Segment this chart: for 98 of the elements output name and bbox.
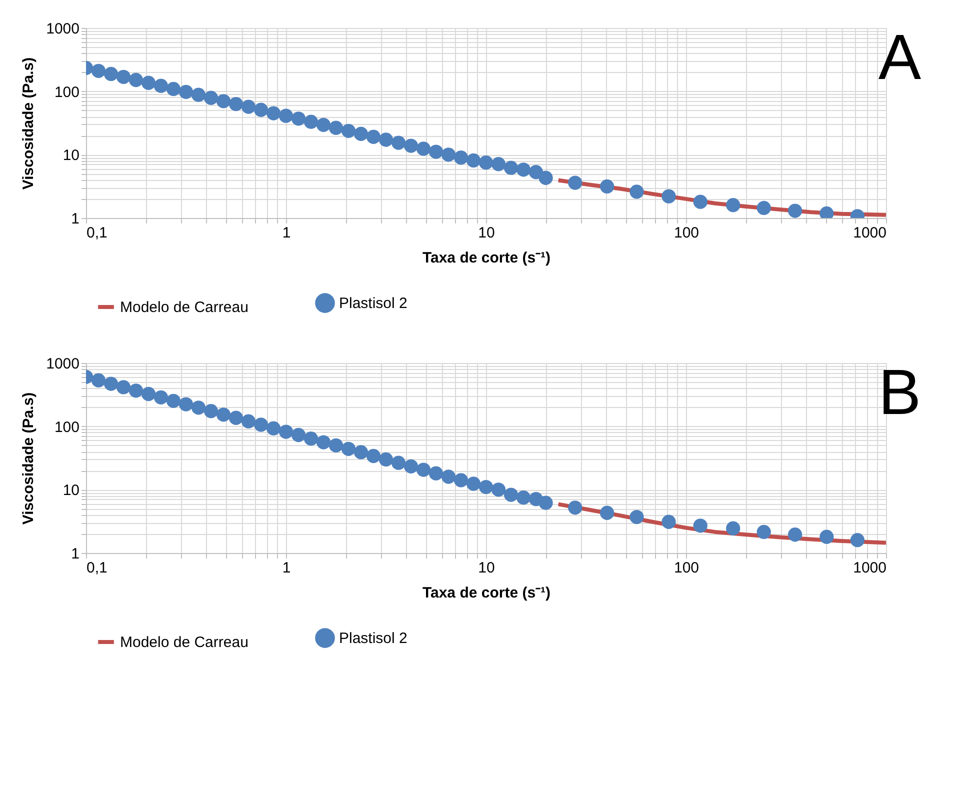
point xyxy=(116,380,131,394)
point xyxy=(441,470,456,484)
x-tick-label: 1000 xyxy=(853,224,886,242)
point xyxy=(404,459,418,474)
point xyxy=(241,100,256,114)
point xyxy=(154,78,168,93)
point xyxy=(466,476,481,491)
point xyxy=(254,102,268,117)
legend-label: Plastisol 2 xyxy=(339,630,408,648)
point xyxy=(266,106,281,120)
point xyxy=(404,138,418,153)
annotation: B xyxy=(878,356,921,428)
annotation: A xyxy=(878,21,922,93)
point xyxy=(128,384,144,398)
point xyxy=(291,112,306,126)
y-tick-label: 100 xyxy=(54,84,80,101)
point xyxy=(454,473,468,488)
point xyxy=(466,153,481,168)
point xyxy=(516,490,531,505)
point xyxy=(391,456,406,470)
x-tick-label: 10 xyxy=(478,560,495,576)
point xyxy=(166,394,181,408)
point xyxy=(116,70,131,84)
point xyxy=(304,114,318,129)
point xyxy=(366,130,381,144)
point xyxy=(104,66,118,82)
x-axis-title: Taxa de corte (s⁻¹) xyxy=(422,584,551,602)
legend-label: Modelo de Carreau xyxy=(120,634,248,651)
x-tick-label: 1 xyxy=(282,224,291,242)
point xyxy=(241,414,256,428)
point xyxy=(216,408,231,422)
point xyxy=(328,438,344,452)
point xyxy=(154,390,168,404)
point xyxy=(516,162,531,177)
point xyxy=(254,418,268,432)
point xyxy=(454,150,468,165)
x-tick-label: 100 xyxy=(674,560,700,576)
point xyxy=(341,124,356,138)
point xyxy=(491,482,506,497)
point xyxy=(141,386,156,402)
point xyxy=(391,136,406,150)
point xyxy=(378,452,394,467)
point xyxy=(504,488,518,502)
point xyxy=(166,82,181,96)
y-axis-title: Viscosidade (Pa.s) xyxy=(20,57,38,190)
point xyxy=(291,428,306,442)
x-tick-label: 100 xyxy=(674,224,700,242)
x-axis-title: Taxa de corte (s⁻¹) xyxy=(422,250,551,266)
point xyxy=(304,432,318,446)
x-tick-label: 10 xyxy=(478,224,495,242)
y-tick-label: 100 xyxy=(54,418,80,436)
y-axis-title: Viscosidade (Pa.s) xyxy=(20,392,38,525)
y-tick-label: 10 xyxy=(62,147,80,164)
point xyxy=(504,160,518,175)
point xyxy=(354,126,368,141)
y-tick-label: 1000 xyxy=(46,356,80,372)
point xyxy=(128,72,144,88)
point xyxy=(366,448,381,464)
point xyxy=(178,84,194,99)
y-tick-label: 1 xyxy=(71,210,80,228)
point xyxy=(178,397,194,412)
point xyxy=(416,142,431,156)
x-tick-label: 1000 xyxy=(853,560,886,576)
point xyxy=(478,156,494,170)
point xyxy=(216,94,231,108)
point xyxy=(228,410,244,425)
point xyxy=(104,376,118,391)
point xyxy=(378,132,394,147)
point xyxy=(441,148,456,162)
point xyxy=(278,108,294,123)
x-tick-label: 1 xyxy=(282,560,291,576)
legend-label: Plastisol 2 xyxy=(339,295,408,312)
point xyxy=(354,445,368,460)
y-tick-label: 1 xyxy=(71,546,80,562)
x-tick-label: 0,1 xyxy=(86,224,108,242)
point xyxy=(478,480,494,494)
point xyxy=(91,373,106,388)
point xyxy=(191,88,206,102)
point xyxy=(316,118,331,132)
point xyxy=(328,120,344,135)
point xyxy=(266,421,281,436)
point xyxy=(416,462,431,477)
point xyxy=(204,90,218,105)
point xyxy=(316,435,331,450)
legend-label: Modelo de Carreau xyxy=(120,299,248,316)
point xyxy=(204,404,218,418)
point xyxy=(91,64,106,78)
point xyxy=(428,466,444,480)
point xyxy=(191,400,206,415)
point xyxy=(428,144,444,159)
point xyxy=(141,76,156,90)
point xyxy=(228,96,244,112)
point xyxy=(278,424,294,439)
point xyxy=(341,442,356,456)
x-tick-label: 0,1 xyxy=(86,560,108,576)
y-tick-label: 1000 xyxy=(46,20,80,38)
point xyxy=(491,157,506,172)
y-tick-label: 10 xyxy=(62,482,80,500)
